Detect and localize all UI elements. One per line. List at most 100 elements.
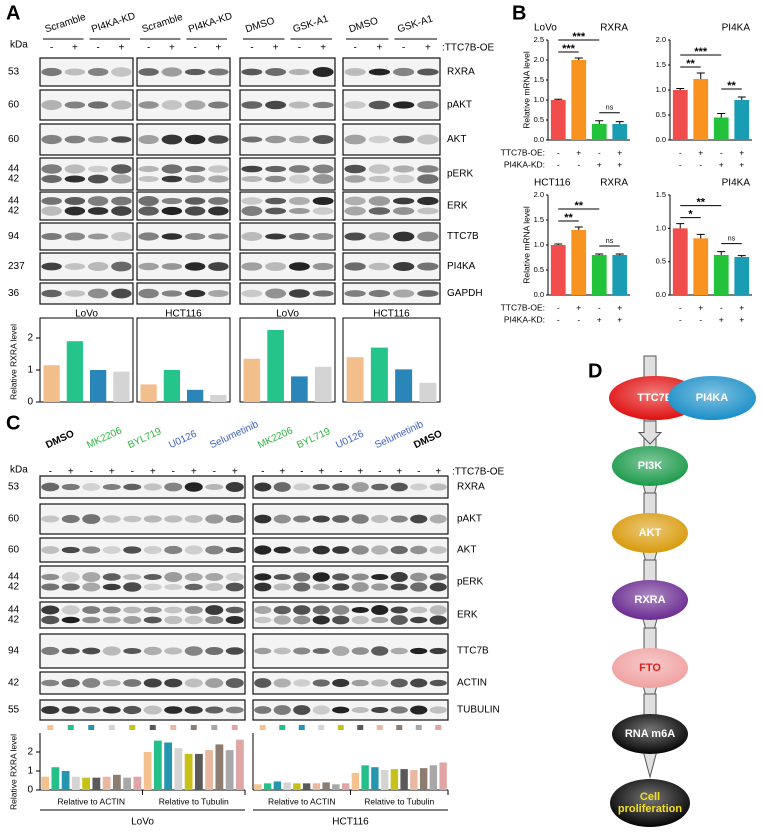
blot-band (312, 583, 330, 591)
sign: + (68, 467, 74, 478)
sig-label: * (688, 209, 693, 221)
sign: + (617, 159, 622, 169)
sign: + (273, 43, 279, 54)
blot-band (208, 206, 229, 216)
y-tick-label: 1.5 (534, 75, 544, 84)
blot-band (254, 573, 272, 581)
bar (267, 330, 284, 402)
blot-band (143, 546, 162, 554)
bar (215, 744, 224, 790)
bar (612, 124, 628, 140)
error-bar (574, 57, 583, 60)
error-bar (595, 253, 604, 255)
bar (254, 784, 262, 790)
blot-band (254, 647, 272, 655)
blot-band (312, 233, 334, 240)
blot-band (312, 515, 330, 523)
blot-band (184, 289, 206, 298)
blot-band (351, 545, 369, 555)
sign: + (109, 467, 115, 478)
blot-band (102, 515, 121, 523)
blot-band (417, 196, 439, 206)
sign: + (617, 302, 622, 312)
blot-band (41, 605, 60, 615)
blot-band (429, 546, 447, 554)
bar (322, 782, 330, 790)
blot-band (293, 605, 311, 615)
kda-marker: 44 (8, 196, 20, 207)
sign: - (577, 314, 580, 324)
blot-band (184, 206, 206, 216)
blot-band (312, 572, 330, 582)
blot-band (138, 68, 159, 76)
y-tick-label: 0.5 (656, 257, 666, 266)
y-tick-label: 2.0 (656, 35, 666, 44)
blot-band (184, 197, 206, 205)
blot-band (273, 705, 291, 715)
blot-band (123, 483, 142, 491)
group-label: Relative to Tubulin (364, 796, 434, 806)
y-tick-label: 2 (27, 747, 33, 758)
sign: - (699, 314, 702, 324)
bar (205, 750, 214, 790)
blot-band (410, 616, 428, 624)
cell-line: HCT116 (332, 817, 369, 828)
blot (342, 282, 441, 305)
chart-frame (39, 317, 134, 403)
blot-band (417, 174, 439, 184)
blot-band (87, 207, 109, 215)
blot-band (102, 483, 121, 491)
blot-band (429, 615, 447, 625)
blot-band (332, 583, 350, 591)
bar (672, 90, 688, 140)
blot-band (265, 165, 287, 173)
kda-marker: 44 (8, 605, 20, 616)
blot-band (351, 606, 369, 614)
blot-band (87, 288, 109, 299)
lane-swatch (108, 725, 115, 730)
blot-band (64, 164, 86, 174)
blot-band (161, 164, 183, 174)
group-label: Scramble (44, 12, 88, 36)
blot-band (390, 647, 408, 655)
blot-band (368, 68, 391, 76)
blot-band (225, 678, 244, 688)
blot-band (293, 572, 311, 582)
blot-band (390, 615, 408, 625)
blot-band (61, 678, 80, 688)
bar (419, 382, 437, 402)
blot-band (102, 583, 121, 591)
treatment-label: DMSO (44, 428, 76, 451)
blot-band (392, 174, 415, 184)
blot-band (265, 233, 287, 240)
y-tick-label: 1 (27, 365, 33, 376)
blot-band (288, 165, 310, 173)
blot-band (312, 67, 334, 77)
blot-band (138, 101, 159, 109)
bar (163, 370, 181, 402)
blot-band (184, 165, 206, 173)
blot-band (410, 514, 428, 524)
y-tick-label: 2.0 (534, 190, 544, 199)
blot-band (184, 646, 203, 656)
blot-band (41, 100, 62, 110)
sig-label: *** (694, 46, 708, 58)
blot-band (87, 165, 109, 173)
blot-band (123, 546, 142, 554)
panel-label: D (588, 360, 602, 382)
blot-band (102, 679, 121, 687)
cell-line: LoVo (276, 309, 299, 320)
lane-swatch (357, 725, 364, 730)
bar (184, 753, 193, 790)
bar (133, 776, 142, 790)
blot-band (64, 135, 86, 144)
bar (550, 100, 566, 140)
blot-band (41, 262, 62, 271)
sign: - (193, 43, 196, 54)
bar (713, 255, 729, 295)
sign: - (679, 147, 682, 157)
blot-band (87, 196, 109, 206)
kda-label: kDa (10, 40, 28, 51)
blot-band (429, 483, 447, 491)
blot-band (82, 514, 101, 524)
